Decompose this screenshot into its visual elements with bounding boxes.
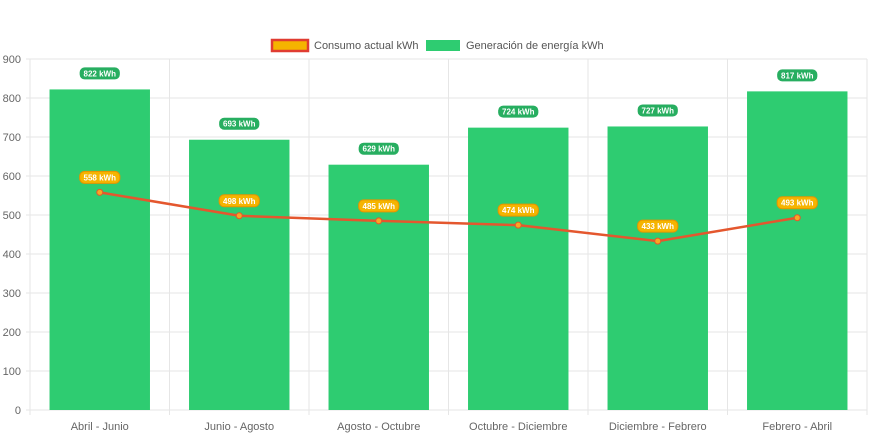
legend-item-consumo[interactable]: Consumo actual kWh <box>270 38 419 53</box>
bar-generacion[interactable] <box>189 139 290 411</box>
consumo-point[interactable] <box>235 212 243 220</box>
generacion-data-label-text: 629 kWh <box>363 145 396 154</box>
consumo-data-label-text: 485 kWh <box>363 202 396 211</box>
y-tick-label: 900 <box>3 54 21 66</box>
bars <box>49 89 848 411</box>
y-axis: 0 100 200 300 400 500 600 700 800 900 <box>3 54 21 417</box>
y-tick-label: 300 <box>3 288 21 300</box>
consumo-data-label-text: 433 kWh <box>642 222 675 231</box>
generacion-data-label-bg <box>637 104 678 117</box>
generacion-data-label-bg <box>498 105 539 118</box>
bar-generacion[interactable] <box>49 89 150 411</box>
generacion-data-label-bg <box>219 117 260 130</box>
x-tick-label: Agosto - Octubre <box>337 421 420 433</box>
consumo-data-label-bg <box>497 203 539 217</box>
consumo-point[interactable] <box>96 188 104 196</box>
y-tick-label: 700 <box>3 132 21 144</box>
grid <box>26 58 868 415</box>
consumo-data-label-text: 474 kWh <box>502 206 535 215</box>
bar-generacion[interactable] <box>468 127 569 410</box>
y-tick-label: 200 <box>3 327 21 339</box>
consumo-line-path <box>99 191 798 243</box>
generacion-data-label-bg <box>79 67 120 80</box>
generacion-data-label-text: 727 kWh <box>642 106 675 115</box>
generacion-data-label-text: 724 kWh <box>502 108 535 117</box>
bar-generacion[interactable] <box>747 91 848 411</box>
generacion-data-label-text: 822 kWh <box>84 69 117 78</box>
generacion-data-label-bg <box>358 142 399 155</box>
y-tick-label: 800 <box>3 93 21 105</box>
x-tick-label: Febrero - Abril <box>762 421 832 433</box>
generacion-data-label: 724 kWh <box>498 105 539 118</box>
legend-swatch-consumo <box>270 38 310 53</box>
generacion-data-label: 693 kWh <box>219 117 260 130</box>
generacion-data-label: 629 kWh <box>358 142 399 155</box>
consumo-data-label-bg <box>79 170 121 184</box>
y-tick-label: 0 <box>15 405 21 417</box>
consumo-data-label-text: 558 kWh <box>84 173 117 182</box>
consumo-data-label-bg <box>776 196 818 210</box>
consumo-data-label: 498 kWh <box>218 194 260 208</box>
x-axis: Abril - Junio Junio - Agosto Agosto - Octu… <box>71 421 832 433</box>
x-tick-label: Abril - Junio <box>71 421 129 433</box>
consumo-point[interactable] <box>375 217 383 225</box>
consumo-point[interactable] <box>793 214 801 222</box>
consumo-line <box>96 188 801 245</box>
consumo-data-label-bg <box>637 219 679 233</box>
y-tick-label: 600 <box>3 171 21 183</box>
y-tick-label: 500 <box>3 210 21 222</box>
x-tick-label: Diciembre - Febrero <box>609 421 707 433</box>
x-tick-label: Junio - Agosto <box>204 421 274 433</box>
consumo-data-label: 485 kWh <box>358 199 400 213</box>
legend: Consumo actual kWh Generación de energía… <box>270 38 604 53</box>
legend-label-generacion: Generación de energía kWh <box>466 40 604 52</box>
generacion-data-label-text: 817 kWh <box>781 71 814 80</box>
consumo-data-label-bg <box>218 194 260 208</box>
consumo-data-label: 433 kWh <box>637 219 679 233</box>
bar-generacion[interactable] <box>607 126 708 410</box>
generacion-data-label-text: 693 kWh <box>223 120 256 129</box>
data-labels: 822 kWh 693 kWh 629 kWh 724 kWh 727 kWh 817 k… <box>79 67 818 233</box>
generacion-data-label: 727 kWh <box>637 104 678 117</box>
consumo-data-label-text: 493 kWh <box>781 199 814 208</box>
y-tick-label: 400 <box>3 249 21 261</box>
legend-item-generacion[interactable]: Generación de energía kWh <box>426 40 604 52</box>
legend-label-consumo: Consumo actual kWh <box>314 40 419 52</box>
consumo-data-label-text: 498 kWh <box>223 197 256 206</box>
generacion-data-label: 822 kWh <box>79 67 120 80</box>
generacion-data-label: 817 kWh <box>777 69 818 82</box>
generacion-data-label-bg <box>777 69 818 82</box>
x-tick-label: Octubre - Diciembre <box>469 421 567 433</box>
consumo-data-label: 493 kWh <box>776 196 818 210</box>
legend-swatch-generacion <box>426 40 460 51</box>
consumo-point[interactable] <box>654 237 662 245</box>
consumo-data-label: 558 kWh <box>79 170 121 184</box>
consumo-point[interactable] <box>514 221 522 229</box>
consumo-data-label: 474 kWh <box>497 203 539 217</box>
consumo-data-label-bg <box>358 199 400 213</box>
y-tick-label: 100 <box>3 366 21 378</box>
